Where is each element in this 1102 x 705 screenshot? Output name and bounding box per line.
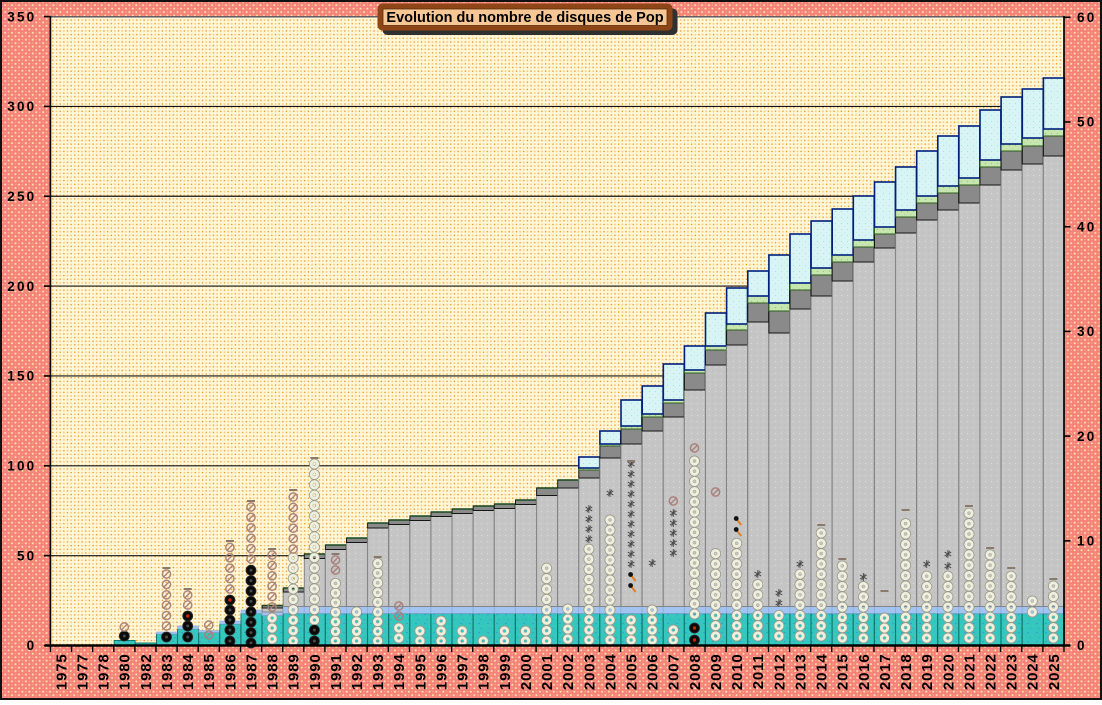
svg-text:2012: 2012 [771, 654, 788, 691]
svg-text:2018: 2018 [898, 654, 915, 691]
svg-text:250: 250 [7, 189, 36, 204]
svg-text:2003: 2003 [581, 654, 598, 691]
svg-text:2014: 2014 [814, 654, 831, 691]
svg-text:2025: 2025 [1046, 654, 1063, 691]
svg-text:0: 0 [1077, 638, 1087, 653]
svg-text:1978: 1978 [96, 654, 113, 691]
svg-text:1991: 1991 [328, 654, 345, 691]
svg-text:1986: 1986 [222, 654, 239, 691]
svg-text:1977: 1977 [75, 654, 92, 691]
svg-text:2020: 2020 [940, 654, 957, 691]
svg-text:30: 30 [1077, 324, 1096, 339]
svg-text:350: 350 [7, 9, 36, 24]
svg-text:1980: 1980 [117, 654, 134, 691]
svg-text:2000: 2000 [518, 654, 535, 691]
svg-text:Evolution du nombre de disques: Evolution du nombre de disques de Pop [386, 10, 663, 26]
svg-text:2010: 2010 [729, 654, 746, 691]
svg-text:60: 60 [1077, 10, 1096, 25]
svg-text:200: 200 [7, 279, 36, 294]
svg-text:2013: 2013 [792, 654, 809, 691]
svg-text:2007: 2007 [666, 654, 683, 691]
svg-text:10: 10 [1077, 534, 1096, 549]
svg-text:40: 40 [1077, 219, 1096, 234]
svg-text:0: 0 [27, 638, 37, 653]
svg-text:1993: 1993 [370, 654, 387, 691]
svg-text:2022: 2022 [983, 654, 1000, 691]
svg-text:1996: 1996 [434, 654, 451, 691]
svg-text:2016: 2016 [856, 654, 873, 691]
svg-text:2002: 2002 [560, 654, 577, 691]
svg-text:2017: 2017 [877, 654, 894, 691]
svg-text:50: 50 [1077, 115, 1096, 130]
svg-text:1999: 1999 [497, 654, 514, 691]
svg-text:1989: 1989 [286, 654, 303, 691]
svg-text:1990: 1990 [307, 654, 324, 691]
svg-text:2015: 2015 [835, 654, 852, 691]
svg-text:1997: 1997 [455, 654, 472, 691]
svg-text:2023: 2023 [1004, 654, 1021, 691]
svg-text:1975: 1975 [53, 654, 70, 691]
svg-text:1988: 1988 [265, 654, 282, 691]
svg-text:300: 300 [7, 99, 36, 114]
svg-text:2021: 2021 [961, 654, 978, 691]
svg-text:2006: 2006 [645, 654, 662, 691]
svg-text:2008: 2008 [687, 654, 704, 691]
svg-text:50: 50 [17, 548, 36, 563]
svg-text:2004: 2004 [602, 654, 619, 691]
svg-text:2009: 2009 [708, 654, 725, 691]
svg-text:100: 100 [7, 459, 36, 474]
svg-text:2005: 2005 [624, 654, 641, 691]
svg-text:1995: 1995 [412, 654, 429, 691]
svg-text:2001: 2001 [539, 654, 556, 691]
svg-text:1983: 1983 [159, 654, 176, 691]
svg-text:2019: 2019 [919, 654, 936, 691]
svg-text:1984: 1984 [180, 654, 197, 691]
svg-text:2011: 2011 [750, 654, 767, 690]
svg-text:1998: 1998 [476, 654, 493, 691]
svg-text:150: 150 [7, 369, 36, 384]
svg-text:20: 20 [1077, 429, 1096, 444]
svg-text:1994: 1994 [391, 654, 408, 691]
svg-text:2024: 2024 [1025, 654, 1042, 691]
svg-text:1985: 1985 [201, 654, 218, 691]
svg-text:1982: 1982 [138, 654, 155, 691]
svg-text:1987: 1987 [243, 654, 260, 691]
svg-text:1992: 1992 [349, 654, 366, 691]
